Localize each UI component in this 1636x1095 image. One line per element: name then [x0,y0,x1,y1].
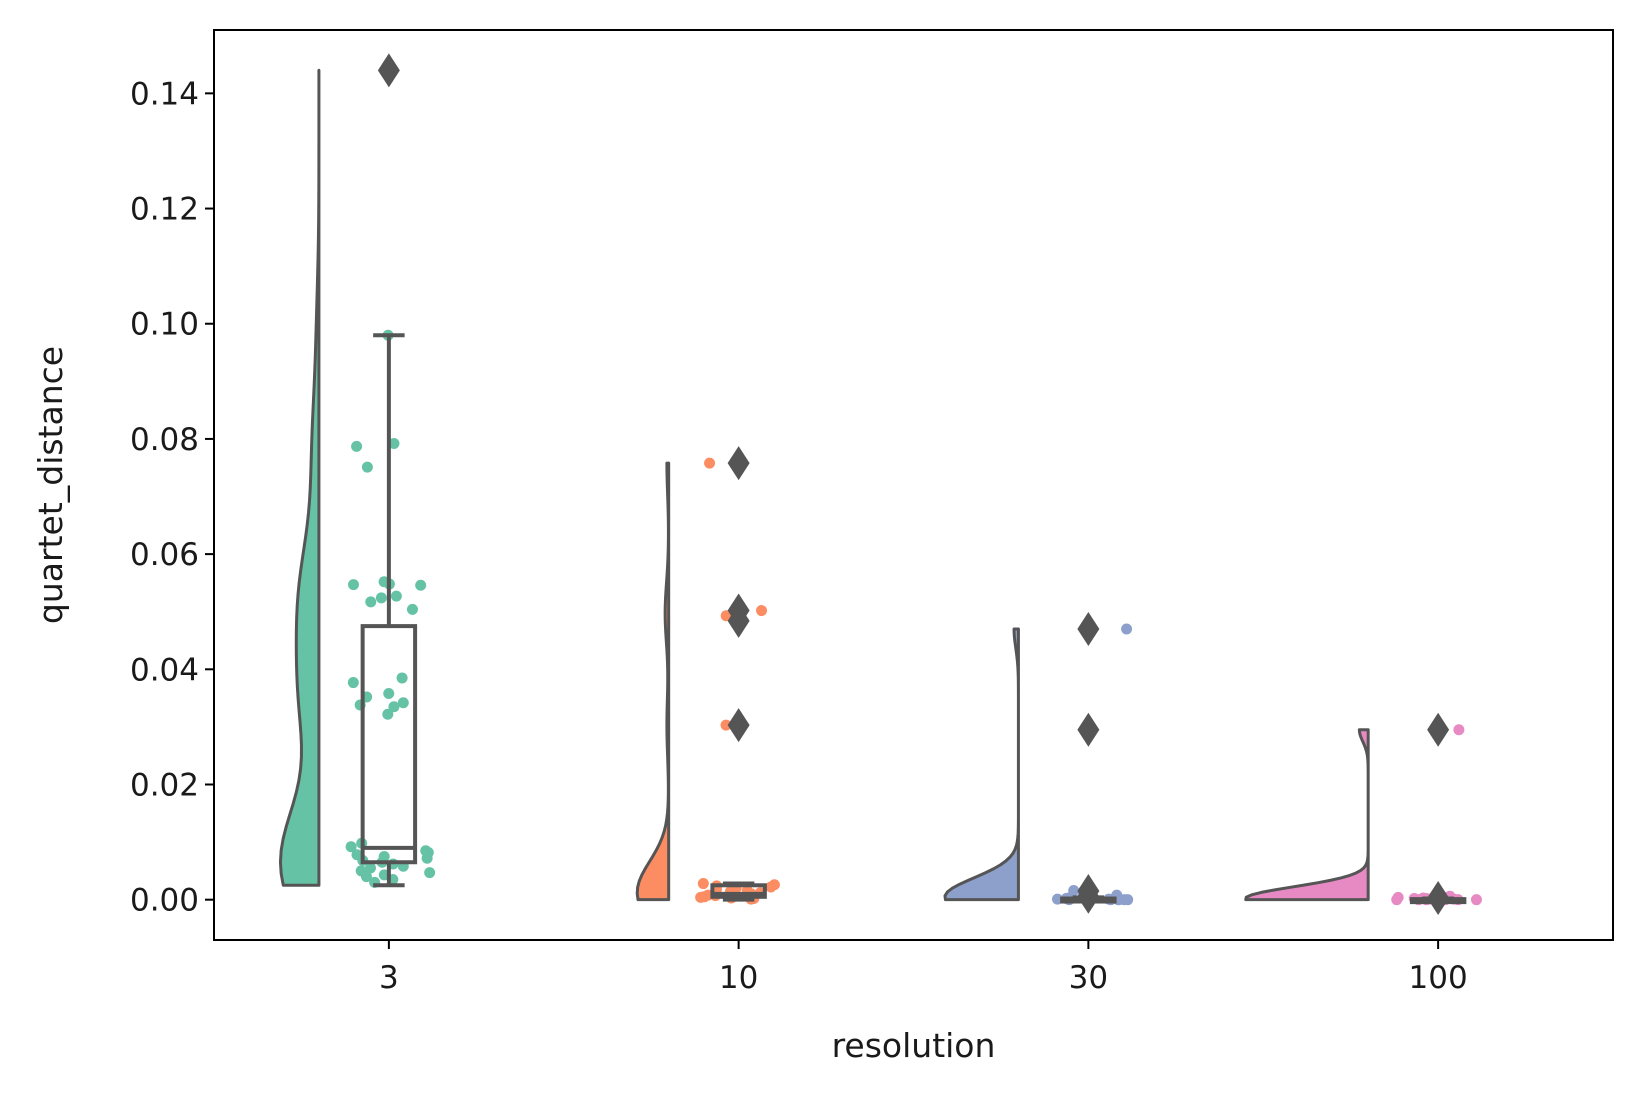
outlier-marker [727,603,750,638]
data-point [390,590,402,602]
density-cloud [635,461,671,902]
y-tick-label: 0.04 [130,652,199,688]
data-point [345,841,357,853]
data-point [1453,724,1465,736]
box [710,883,767,899]
outlier-marker [1427,712,1450,747]
y-tick-label: 0.08 [130,422,199,458]
y-tick-label: 0.10 [130,307,199,343]
data-point [756,605,768,617]
y-tick-label: 0.02 [130,767,199,803]
outlier-marker [377,53,400,88]
outlier-marker [1077,611,1100,646]
data-point [348,579,359,591]
data-point [382,708,394,720]
density-cloud [943,627,1020,902]
data-point [704,457,716,469]
x-tick-label: 30 [1069,960,1108,996]
data-point [365,596,377,608]
x-tick-label: 100 [1409,960,1468,996]
y-tick-label: 0.00 [130,883,199,919]
data-point [388,701,400,713]
data-point [1121,623,1133,635]
y-axis-label: quartet_distance [31,346,70,624]
outlier-marker [727,708,750,743]
data-point [720,610,732,622]
density-cloud [1244,728,1370,902]
data-point [383,687,395,699]
data-point [364,862,376,874]
data-point [765,881,777,893]
plot-area [278,53,1482,915]
outlier-marker [1427,880,1450,915]
data-point [695,891,707,903]
data-point [347,677,359,689]
box [360,624,418,865]
data-point [406,603,418,615]
x-axis: 3 10 30 100 [379,940,1468,996]
y-tick-label: 0.06 [130,537,199,573]
y-tick-label: 0.14 [130,76,199,112]
data-point [361,461,373,473]
outlier-marker [1077,879,1100,914]
x-tick-label: 3 [379,960,399,996]
x-tick-label: 10 [719,960,758,996]
data-point [697,878,709,890]
data-point [375,592,387,604]
data-point [415,579,427,591]
x-axis-label: resolution [832,1026,996,1065]
data-point [360,871,372,883]
outlier-marker [727,446,750,481]
data-point [388,438,400,450]
y-axis: 0.00 0.02 0.04 0.06 0.08 0.10 0.12 0.14 [130,76,214,919]
data-point [1391,894,1403,906]
data-point [421,852,433,864]
data-point [396,672,408,684]
data-point [720,719,732,731]
density-cloud [278,68,321,887]
data-point [351,440,363,452]
plot-frame [213,29,1614,941]
data-point [1470,894,1482,906]
y-tick-label: 0.12 [130,192,199,228]
outlier-marker [1077,712,1100,747]
data-point [397,697,409,709]
data-point [424,867,436,879]
